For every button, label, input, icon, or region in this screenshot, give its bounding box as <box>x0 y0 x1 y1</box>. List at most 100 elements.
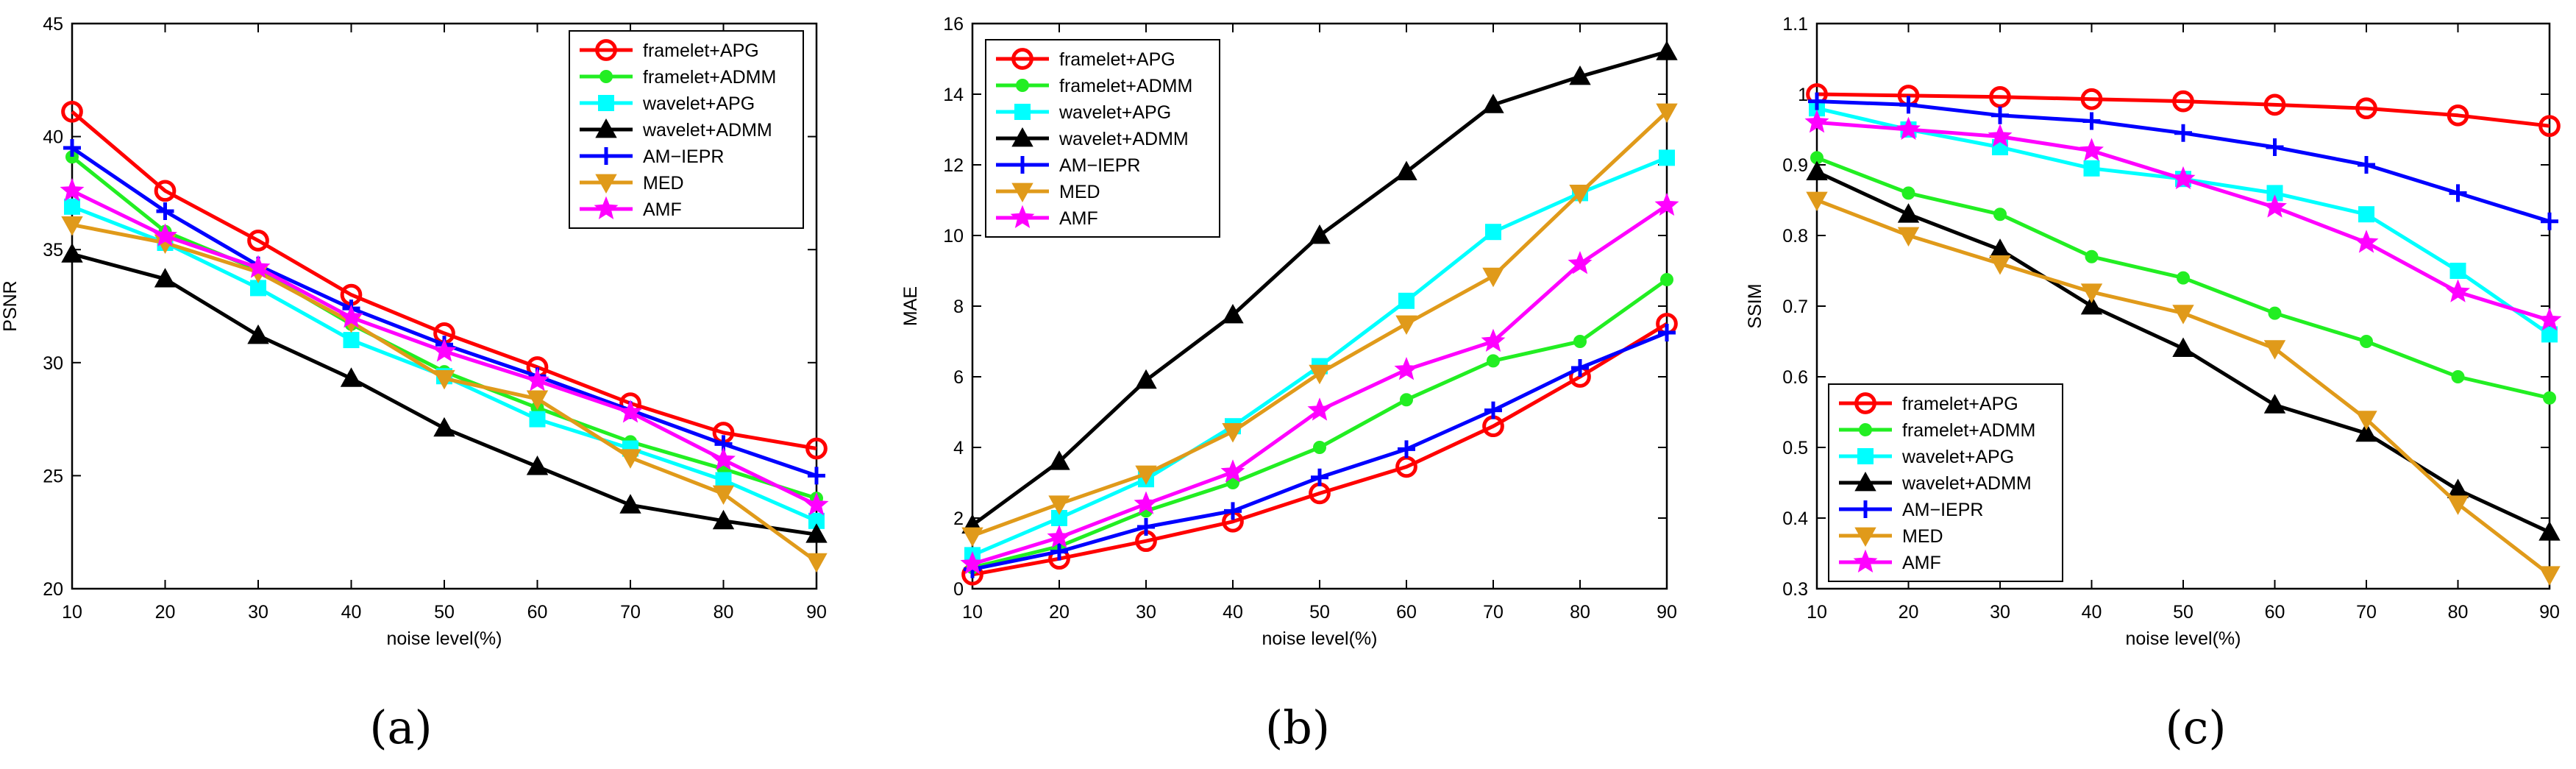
legend-marker <box>1014 156 1031 174</box>
data-point-amf <box>1896 116 1921 140</box>
data-point-wavelet-admm <box>1395 160 1417 180</box>
y-tick-label: 6 <box>953 367 964 388</box>
legend-label: framelet+APG <box>643 40 759 61</box>
legend-marker <box>1011 127 1033 147</box>
series-med <box>961 103 1678 547</box>
legend-item-med: MED <box>580 173 684 194</box>
data-point-amf <box>1568 251 1593 274</box>
data-point-framelet-apg <box>247 230 269 252</box>
y-axis-label: MAE <box>900 286 921 326</box>
series-wavelet-admm <box>61 243 828 543</box>
data-point-wavelet-apg <box>2358 206 2374 223</box>
data-point-med <box>61 216 83 236</box>
x-tick-label: 60 <box>527 602 548 623</box>
legend-item-am-iepr: AM−IEPR <box>580 146 724 167</box>
legend-label: framelet+ADMM <box>643 67 776 88</box>
data-point-am-iepr <box>2082 112 2101 130</box>
x-tick-label: 50 <box>2173 602 2193 623</box>
legend-item-amf: AMF <box>996 205 1098 229</box>
data-point-amf <box>246 255 271 278</box>
legend-label: AMF <box>1902 553 1941 573</box>
data-point-framelet-apg <box>2355 97 2377 120</box>
y-tick-label: 35 <box>43 240 63 261</box>
x-tick-label: 10 <box>962 602 983 623</box>
legend-marker <box>1857 500 1874 518</box>
x-tick-label: 50 <box>1309 602 1330 623</box>
data-point-med <box>2355 411 2377 430</box>
data-point-framelet-apg <box>1989 85 2011 108</box>
data-point-wavelet-admm <box>61 243 83 263</box>
x-tick-label: 40 <box>1223 602 1243 623</box>
legend-item-framelet-apg: framelet+APG <box>996 48 1175 70</box>
data-point-wavelet-admm <box>2263 394 2286 414</box>
series-line-framelet-apg <box>71 110 817 450</box>
x-tick-label: 20 <box>1049 602 1070 623</box>
legend-label: wavelet+APG <box>642 93 755 114</box>
y-tick-label: 2 <box>953 508 964 529</box>
data-point-med <box>526 390 549 411</box>
legend-item-am-iepr: AM−IEPR <box>1839 500 1983 520</box>
legend-marker <box>1859 423 1872 436</box>
panel-caption-3: (c) <box>2165 701 2226 754</box>
legend-item-wavelet-admm: wavelet+ADMM <box>996 127 1189 149</box>
x-tick-label: 80 <box>714 602 734 623</box>
legend-item-med: MED <box>1839 526 1943 547</box>
x-tick-label: 10 <box>1807 602 1827 623</box>
data-point-amf <box>2079 138 2104 161</box>
data-point-med <box>1048 495 1070 515</box>
x-axis-label: noise level(%) <box>386 628 502 649</box>
y-tick-label: 25 <box>43 466 63 486</box>
legend-label: framelet+APG <box>1902 394 2018 414</box>
legend-item-am-iepr: AM−IEPR <box>996 155 1140 176</box>
y-axis-label: SSIM <box>1745 283 1765 328</box>
data-point-med <box>2447 495 2469 515</box>
legend-marker <box>595 118 617 138</box>
y-tick-label: 4 <box>953 438 964 458</box>
data-point-med <box>1897 227 1920 247</box>
data-point-wavelet-admm <box>1897 203 1920 223</box>
x-tick-label: 20 <box>1899 602 1919 623</box>
legend-marker <box>1854 471 1876 492</box>
x-tick-label: 30 <box>1990 602 2010 623</box>
data-point-framelet-admm <box>2543 391 2556 405</box>
data-point-wavelet-apg <box>1398 292 1415 309</box>
data-point-framelet-apg <box>2080 88 2103 110</box>
legend-item-med: MED <box>996 182 1100 203</box>
legend-label: framelet+APG <box>1059 49 1175 70</box>
legend-label: AMF <box>643 199 682 220</box>
data-point-am-iepr <box>1050 542 1068 561</box>
data-point-framelet-admm <box>1901 186 1915 200</box>
data-point-amf <box>1220 459 1245 483</box>
x-tick-label: 10 <box>62 602 82 623</box>
data-point-framelet-admm <box>2451 370 2465 383</box>
legend-marker <box>1010 205 1035 228</box>
legend-item-amf: AMF <box>580 196 682 220</box>
series-med <box>1806 191 2561 586</box>
data-point-amf <box>525 368 549 391</box>
series-amf <box>60 177 829 516</box>
data-point-med <box>2172 305 2194 325</box>
x-tick-label: 60 <box>1396 602 1417 623</box>
y-tick-label: 0.5 <box>1782 438 1808 458</box>
data-point-wavelet-admm <box>2080 294 2103 315</box>
y-tick-label: 40 <box>43 127 63 148</box>
data-point-med <box>961 527 983 547</box>
y-tick-label: 0.9 <box>1782 155 1808 176</box>
legend-item-amf: AMF <box>1839 549 1941 573</box>
legend-label: MED <box>643 173 684 194</box>
series-framelet-admm <box>966 273 1673 575</box>
y-tick-label: 16 <box>943 14 964 35</box>
data-point-wavelet-admm <box>2538 521 2561 541</box>
data-point-amf <box>804 492 829 516</box>
data-point-wavelet-apg <box>1485 224 1501 241</box>
data-point-amf <box>960 551 985 575</box>
data-point-wavelet-admm <box>1135 369 1157 389</box>
y-tick-label: 0.4 <box>1782 508 1808 529</box>
data-point-med <box>1309 364 1331 385</box>
series-line-framelet-apg <box>972 322 1668 577</box>
data-point-am-iepr <box>808 467 825 485</box>
data-point-wavelet-apg <box>64 198 80 215</box>
data-point-framelet-admm <box>1313 441 1326 454</box>
data-point-med <box>433 369 455 390</box>
data-point-wavelet-admm <box>619 494 641 514</box>
